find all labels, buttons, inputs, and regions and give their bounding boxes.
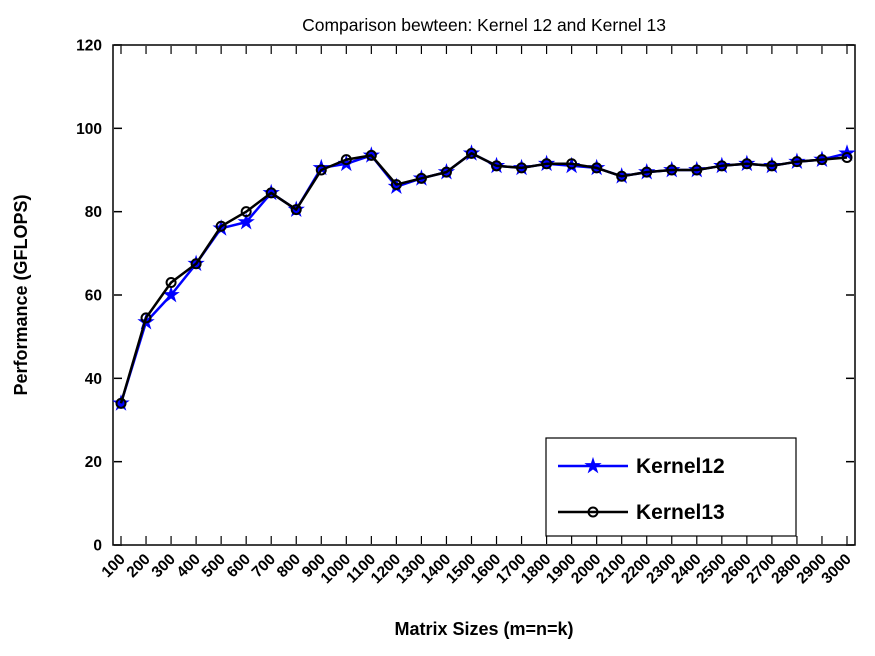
y-axis-label: Performance (GFLOPS) [11, 194, 31, 395]
kernel13-marker [440, 166, 452, 178]
kernel13-marker [365, 149, 377, 161]
y-tick-label: 120 [76, 38, 102, 55]
kernel12-legend-marker [584, 456, 602, 474]
y-tick-label: 80 [85, 204, 102, 221]
kernel13-marker [165, 277, 177, 288]
kernel13-marker [716, 160, 728, 172]
kernel13-marker [340, 154, 352, 166]
kernel13-marker [315, 164, 327, 176]
kernel13-marker [240, 206, 252, 218]
y-tick-label: 20 [85, 454, 102, 471]
kernel13-marker [741, 158, 753, 170]
kernel13-marker [190, 258, 202, 270]
kernel13-marker [415, 172, 427, 184]
kernel13-marker [465, 147, 477, 159]
plot-box [112, 44, 856, 546]
legend-label-kernel12: Kernel12 [636, 455, 725, 478]
legend-samples [558, 456, 628, 518]
legend: Kernel12 Kernel13 [545, 437, 797, 537]
legend-label-kernel13: Kernel13 [636, 501, 725, 524]
kernel13-marker [566, 158, 578, 170]
y-tick-label: 100 [76, 121, 102, 138]
kernel13-marker [541, 158, 553, 170]
kernel13-marker [215, 220, 227, 232]
chart-title: Comparison bewteen: Kernel 12 and Kernel… [302, 15, 666, 35]
y-tick-label: 60 [85, 288, 102, 305]
kernel13-marker [791, 156, 803, 168]
kernel13-marker [666, 164, 678, 176]
y-tick-label: 40 [85, 371, 102, 388]
kernel13-marker [115, 397, 127, 409]
kernel12-marker [162, 285, 180, 303]
y-tick-label: 0 [93, 538, 102, 555]
kernel13-marker [265, 187, 277, 199]
kernel12-marker [237, 212, 255, 230]
kernel13-marker [691, 164, 703, 176]
kernel13-marker [841, 152, 853, 163]
kernel13-marker [616, 170, 628, 182]
kernel13-marker [766, 160, 778, 172]
kernel13-marker [140, 312, 152, 324]
kernel13-marker [591, 162, 603, 174]
kernel13-marker [390, 179, 402, 191]
kernel13-marker [816, 154, 828, 166]
kernel13-marker [641, 166, 653, 178]
kernel13-marker [516, 162, 528, 174]
x-axis-label: Matrix Sizes (m=n=k) [394, 619, 573, 639]
kernel13-legend-marker [587, 506, 599, 518]
legend-box [545, 437, 797, 537]
kernel13-marker [491, 160, 503, 172]
kernel13-marker [290, 204, 302, 216]
